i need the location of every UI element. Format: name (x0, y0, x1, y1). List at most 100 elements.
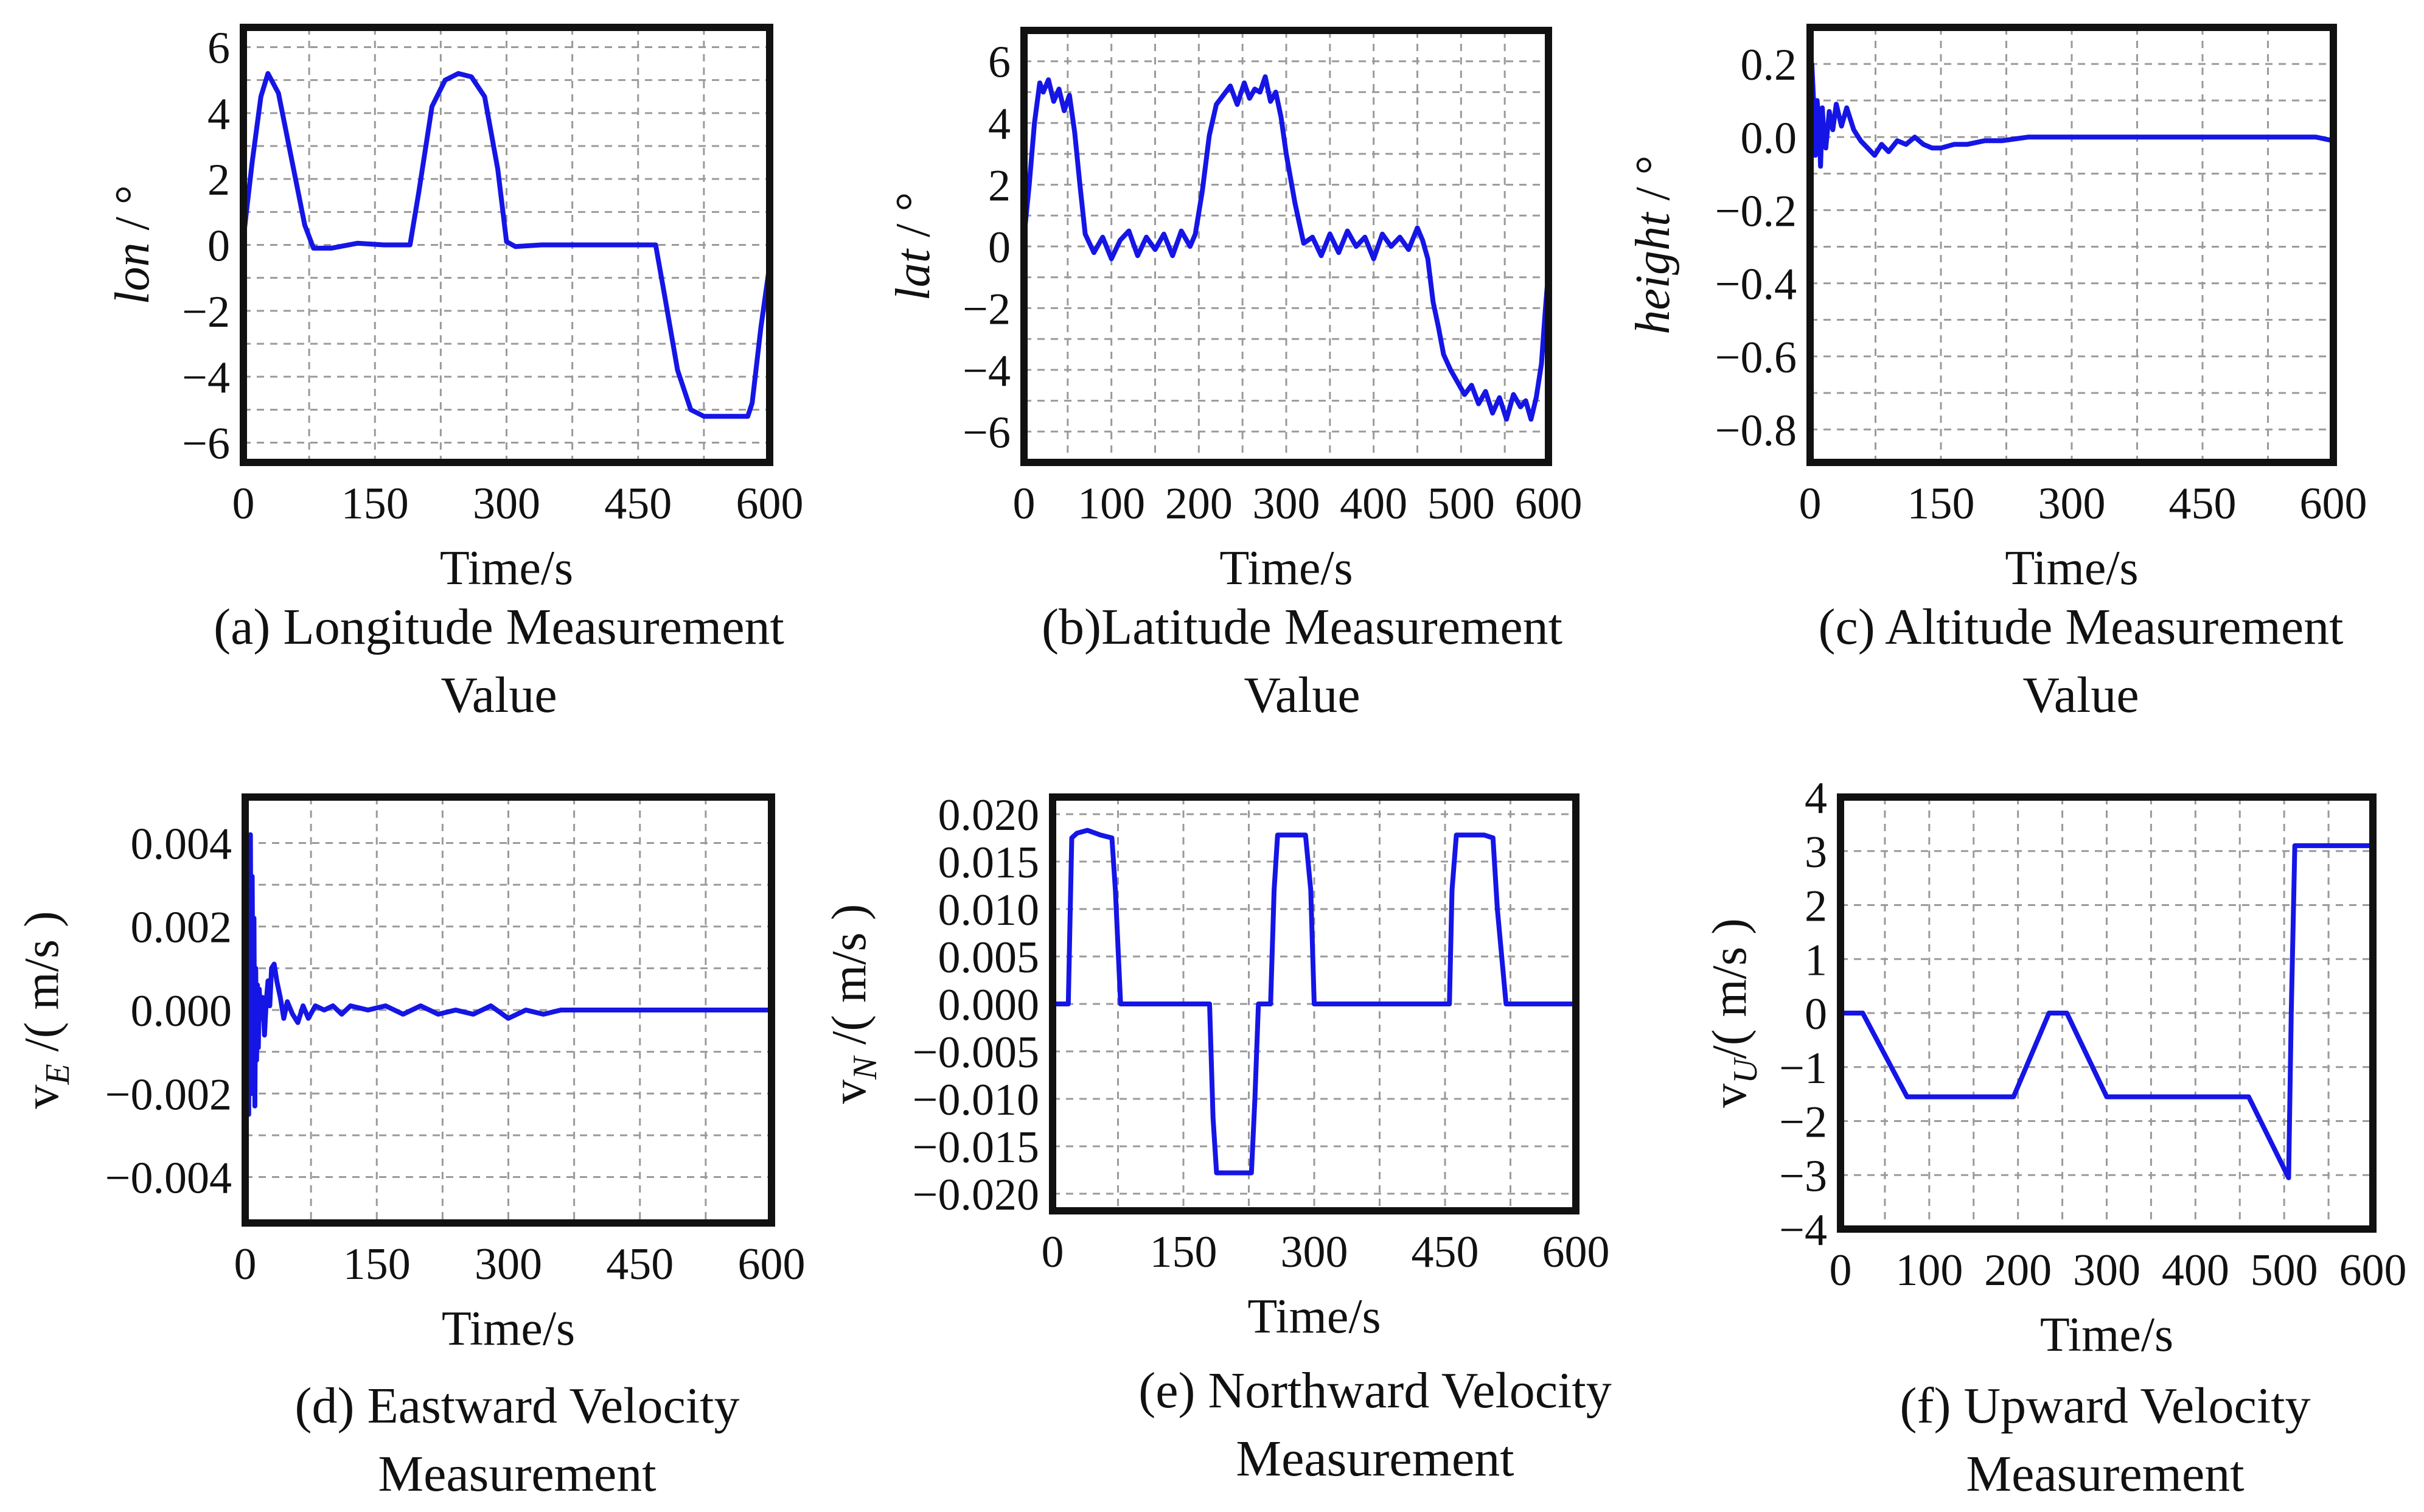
x-axis-title: Time/s (1219, 542, 1353, 595)
y-tick-label: 4 (988, 99, 1011, 149)
x-tick-label: 300 (473, 479, 540, 529)
y-tick-label: 2 (207, 155, 230, 205)
caption-b: (b)Latitude Measurement Value (973, 593, 1631, 730)
caption-line: (a) Longitude Measurement (214, 599, 784, 655)
x-tick-label: 600 (738, 1239, 806, 1289)
y-tick-label: 4 (1805, 773, 1827, 823)
y-axis-title-main: lon (106, 242, 159, 304)
x-axis-title: Time/s (2040, 1308, 2173, 1362)
y-tick-label: 1 (1805, 935, 1827, 985)
y-tick-label: 0.002 (131, 903, 232, 953)
y-axis-title-main: height (1626, 212, 1680, 335)
y-tick-label: −4 (963, 346, 1011, 396)
y-axis-title-main: lat (886, 248, 940, 301)
series-line-b-0 (1024, 74, 1548, 422)
plot-frame (240, 24, 773, 466)
y-axis-title: lat / ° (886, 192, 940, 301)
y-axis-title-unit: / ° (106, 185, 159, 242)
y-tick-label: −4 (182, 353, 230, 403)
grid (1810, 27, 2333, 462)
series-line-e-0 (1053, 827, 1576, 1176)
y-tick-label: 6 (207, 24, 230, 74)
y-axis-title: vN /( m/s ) (823, 904, 884, 1104)
x-axis-title: Time/s (440, 542, 573, 595)
y-tick-label: 0.000 (938, 980, 1040, 1030)
x-tick-label: 600 (1542, 1227, 1610, 1277)
grid (243, 27, 770, 462)
y-tick-label: −2 (182, 287, 230, 337)
y-axis-title-sub: N (846, 1055, 884, 1080)
x-tick-label: 150 (343, 1239, 411, 1289)
y-axis-title-main: v (15, 1085, 69, 1109)
x-tick-label: 0 (232, 479, 255, 529)
y-tick-label: 6 (988, 38, 1011, 88)
y-axis-title-unit: /( m/s ) (1703, 918, 1757, 1059)
x-tick-label: 400 (2162, 1245, 2229, 1295)
x-tick-label: 600 (2339, 1245, 2407, 1295)
plot-frame (1049, 793, 1579, 1214)
y-tick-label: 0 (207, 221, 230, 271)
x-tick-label: 300 (1253, 479, 1320, 529)
caption-a: (a) Longitude Measurement Value (146, 593, 852, 730)
y-tick-label: −0.004 (105, 1154, 232, 1204)
x-tick-label: 200 (1984, 1245, 2052, 1295)
y-tick-label: −4 (1779, 1205, 1827, 1255)
y-axis-title-main: v (1703, 1084, 1757, 1108)
x-tick-label: 400 (1340, 479, 1407, 529)
y-tick-label: −1 (1779, 1043, 1827, 1093)
y-tick-label: −6 (963, 408, 1011, 458)
y-tick-label: −0.005 (913, 1028, 1039, 1078)
y-axis-title: lon / ° (106, 185, 159, 304)
y-axis-title-unit: /( m/s ) (823, 904, 876, 1057)
caption-line: Value (1244, 667, 1360, 723)
y-tick-label: −0.2 (1715, 186, 1797, 236)
y-tick-label: −0.020 (913, 1170, 1039, 1220)
caption-line: Measurement (1236, 1430, 1514, 1487)
x-tick-label: 100 (1895, 1245, 1963, 1295)
x-tick-label: 500 (1427, 479, 1495, 529)
caption-line: Measurement (1966, 1446, 2245, 1502)
series-line-a-0 (243, 71, 770, 419)
y-tick-label: 0.010 (938, 885, 1040, 935)
plot-frame (1837, 793, 2377, 1233)
y-tick-label: −2 (963, 284, 1011, 334)
caption-line: (f) Upward Velocity (1900, 1378, 2311, 1434)
plot-frame (1020, 27, 1552, 466)
y-tick-label: 2 (988, 161, 1011, 211)
y-tick-label: −0.6 (1715, 333, 1797, 383)
caption-line: Measurement (378, 1446, 656, 1502)
x-tick-label: 450 (2169, 479, 2237, 529)
x-tick-label: 200 (1165, 479, 1233, 529)
y-tick-label: −0.002 (105, 1070, 232, 1120)
y-axis-title-unit: / ° (886, 192, 940, 249)
x-axis-title: Time/s (1247, 1290, 1381, 1343)
x-axis-title: Time/s (2005, 542, 2138, 595)
x-tick-label: 500 (2251, 1245, 2318, 1295)
y-axis-title: height / ° (1626, 155, 1680, 334)
x-tick-label: 300 (1281, 1227, 1348, 1277)
series-line-d-0 (245, 832, 771, 1188)
plot-frame (1806, 24, 2337, 466)
caption-e: (e) Northward Velocity Measurement (1047, 1357, 1704, 1493)
x-tick-label: 600 (736, 479, 804, 529)
x-tick-label: 600 (2300, 479, 2367, 529)
caption-line: (b)Latitude Measurement (1042, 599, 1562, 655)
y-tick-label: −3 (1779, 1151, 1827, 1201)
x-tick-label: 0 (1799, 479, 1822, 529)
y-tick-label: 0.004 (131, 819, 232, 869)
x-tick-label: 0 (234, 1239, 257, 1289)
y-axis-title: vE /( m/s ) (15, 911, 77, 1109)
y-axis-title-main: v (823, 1079, 876, 1104)
y-tick-label: 0 (988, 223, 1011, 273)
y-tick-label: 0.020 (938, 790, 1040, 840)
y-tick-label: 0.2 (1741, 40, 1797, 90)
y-axis-title-unit: /( m/s ) (15, 911, 69, 1064)
y-tick-label: 4 (207, 89, 230, 139)
x-tick-label: 300 (2073, 1245, 2140, 1295)
grid (245, 797, 771, 1223)
caption-d: (d) Eastward Velocity Measurement (158, 1372, 876, 1508)
